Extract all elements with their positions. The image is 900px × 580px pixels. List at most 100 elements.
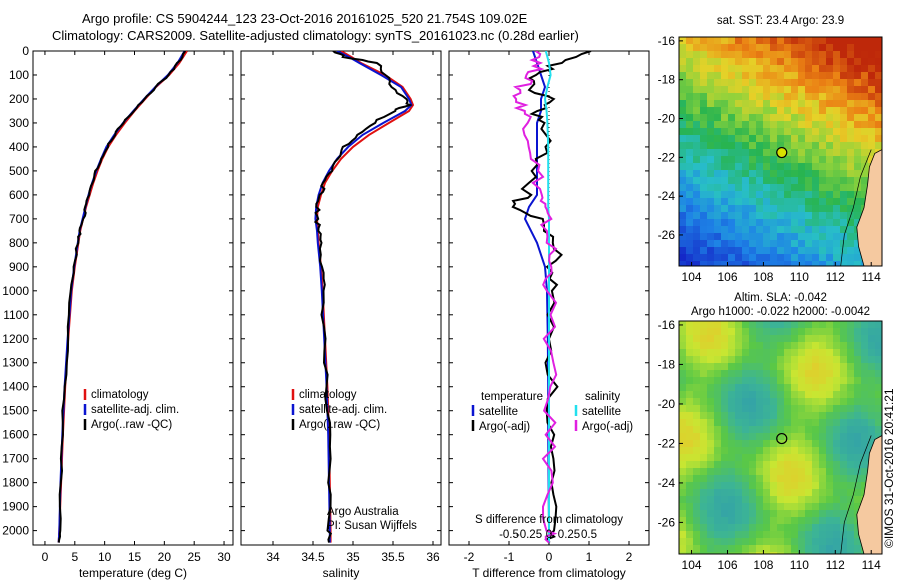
map-cell (735, 419, 742, 426)
map-cell (840, 135, 847, 142)
map-cell (798, 128, 805, 135)
map-cell (784, 433, 791, 440)
map-cell (714, 58, 721, 65)
map-cell (749, 356, 756, 363)
map-cell (700, 412, 707, 419)
map-cell (700, 219, 707, 226)
map-cell (798, 538, 805, 545)
map-cell (798, 44, 805, 51)
map-cell (875, 51, 882, 58)
sst-map-panel: 104 106 108 110 112 114-16-18-20-22-24-26sat.… (658, 15, 883, 284)
map-cell (693, 121, 700, 128)
map-cell (819, 531, 826, 538)
map-cell (791, 496, 798, 503)
map-cell (861, 37, 868, 44)
map-cell (707, 321, 714, 328)
map-cell (819, 226, 826, 233)
map-cell (693, 398, 700, 405)
map-cell (721, 503, 728, 510)
map-cell (861, 86, 868, 93)
map-cell (826, 377, 833, 384)
map-cell (819, 44, 826, 51)
map-cell (770, 156, 777, 163)
map-cell (791, 440, 798, 447)
map-cell (847, 261, 854, 266)
map-cell (777, 37, 784, 44)
x-tick-label: -1 (504, 550, 515, 564)
map-cell (735, 475, 742, 482)
map-cell (868, 391, 875, 398)
map-cell (721, 538, 728, 545)
map-cell (833, 198, 840, 205)
map-cell (861, 114, 868, 121)
map-cell (742, 433, 749, 440)
map-cell (742, 412, 749, 419)
map-cell (707, 100, 714, 107)
map-cell (763, 349, 770, 356)
map-cell (805, 510, 812, 517)
map-cell (812, 503, 819, 510)
map-cell (819, 37, 826, 44)
map-cell (805, 219, 812, 226)
map-cell (686, 482, 693, 489)
map-cell (763, 335, 770, 342)
map-cell (833, 482, 840, 489)
map-cell (833, 356, 840, 363)
map-cell (833, 170, 840, 177)
map-cell (826, 205, 833, 212)
map-cell (833, 370, 840, 377)
map-cell (714, 545, 721, 552)
map-cell (861, 128, 868, 135)
map-cell (721, 163, 728, 170)
map-cell (777, 58, 784, 65)
map-cell (686, 363, 693, 370)
map-cell (854, 121, 861, 128)
map-cell (833, 475, 840, 482)
map-cell (833, 205, 840, 212)
map-cell (679, 552, 686, 554)
map-cell (840, 496, 847, 503)
map-cell (749, 177, 756, 184)
map-cell (714, 405, 721, 412)
map-cell (784, 240, 791, 247)
map-cell (812, 51, 819, 58)
map-cell (791, 149, 798, 156)
map-cell (749, 454, 756, 461)
map-cell (875, 79, 882, 86)
map-cell (861, 72, 868, 79)
map-cell (742, 86, 749, 93)
map-cell (798, 342, 805, 349)
map-cell (679, 503, 686, 510)
map-cell (749, 79, 756, 86)
map-cell (756, 405, 763, 412)
map-cell (707, 65, 714, 72)
map-cell (693, 93, 700, 100)
map-cell (763, 100, 770, 107)
map-cell (777, 219, 784, 226)
map-cell (840, 128, 847, 135)
map-cell (805, 461, 812, 468)
map-cell (770, 321, 777, 328)
map-cell (700, 86, 707, 93)
map-cell (833, 121, 840, 128)
map-cell (791, 321, 798, 328)
map-cell (847, 503, 854, 510)
map-cell (686, 503, 693, 510)
map-cell (770, 489, 777, 496)
map-cell (861, 100, 868, 107)
map-cell (693, 254, 700, 261)
map-cell (763, 72, 770, 79)
map-cell (693, 538, 700, 545)
map-cell (700, 475, 707, 482)
map-cell (840, 142, 847, 149)
map-cell (861, 107, 868, 114)
map-cell (693, 142, 700, 149)
map-cell (791, 93, 798, 100)
map-cell (805, 247, 812, 254)
map-cell (798, 163, 805, 170)
map-cell (784, 163, 791, 170)
map-cell (728, 482, 735, 489)
map-cell (819, 377, 826, 384)
map-cell (735, 65, 742, 72)
map-cell (742, 254, 749, 261)
